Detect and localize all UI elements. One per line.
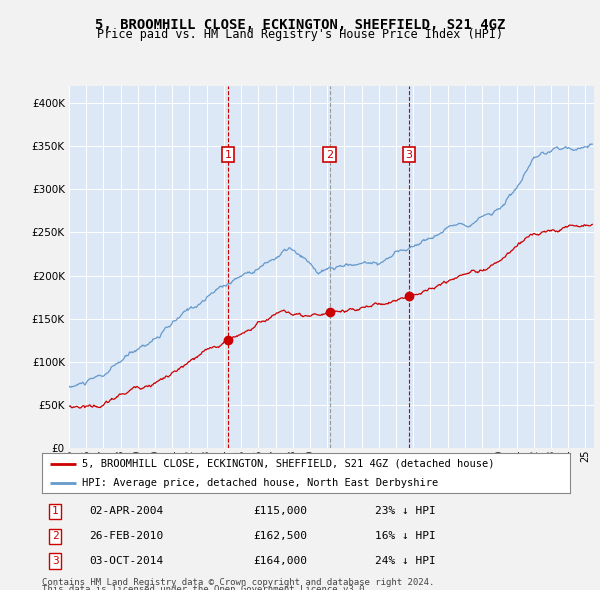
Text: 5, BROOMHILL CLOSE, ECKINGTON, SHEFFIELD, S21 4GZ (detached house): 5, BROOMHILL CLOSE, ECKINGTON, SHEFFIELD… <box>82 459 494 469</box>
Text: 1: 1 <box>52 506 59 516</box>
Text: 03-OCT-2014: 03-OCT-2014 <box>89 556 164 566</box>
Text: 02-APR-2004: 02-APR-2004 <box>89 506 164 516</box>
Text: 2: 2 <box>326 150 334 160</box>
Text: £162,500: £162,500 <box>253 532 307 541</box>
Text: 5, BROOMHILL CLOSE, ECKINGTON, SHEFFIELD, S21 4GZ: 5, BROOMHILL CLOSE, ECKINGTON, SHEFFIELD… <box>95 18 505 32</box>
Text: HPI: Average price, detached house, North East Derbyshire: HPI: Average price, detached house, Nort… <box>82 478 438 487</box>
Text: £164,000: £164,000 <box>253 556 307 566</box>
Text: 3: 3 <box>52 556 59 566</box>
Text: £115,000: £115,000 <box>253 506 307 516</box>
Text: Price paid vs. HM Land Registry's House Price Index (HPI): Price paid vs. HM Land Registry's House … <box>97 28 503 41</box>
Text: 1: 1 <box>225 150 232 160</box>
Text: This data is licensed under the Open Government Licence v3.0.: This data is licensed under the Open Gov… <box>42 585 370 590</box>
Text: Contains HM Land Registry data © Crown copyright and database right 2024.: Contains HM Land Registry data © Crown c… <box>42 578 434 587</box>
Text: 23% ↓ HPI: 23% ↓ HPI <box>374 506 436 516</box>
Text: 26-FEB-2010: 26-FEB-2010 <box>89 532 164 541</box>
Text: 24% ↓ HPI: 24% ↓ HPI <box>374 556 436 566</box>
Text: 2: 2 <box>52 532 59 541</box>
Text: 3: 3 <box>406 150 412 160</box>
Text: 16% ↓ HPI: 16% ↓ HPI <box>374 532 436 541</box>
